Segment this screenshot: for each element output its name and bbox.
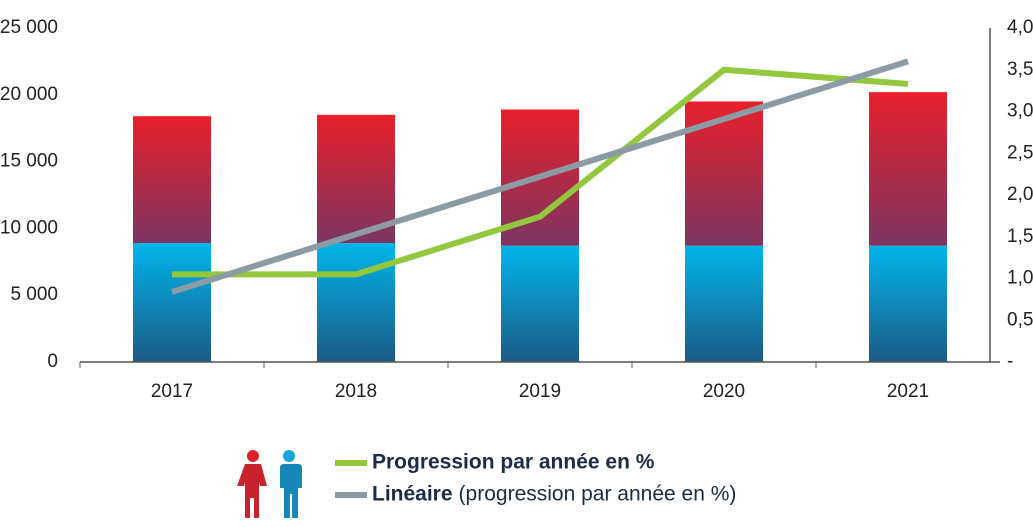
y2-tick-label: 2,5 (1007, 142, 1033, 163)
bar (685, 101, 763, 246)
y2-tick-label: - (1007, 351, 1013, 372)
y2-tick-label: 3,5 (1007, 59, 1033, 80)
y-tick-label: 5 000 (10, 284, 58, 305)
bar (869, 92, 947, 246)
bar (133, 116, 211, 244)
y-tick-label: 10 000 (0, 217, 58, 238)
line (172, 66, 909, 278)
legend-swatch (335, 460, 367, 466)
bar (869, 245, 947, 362)
y-tick-label: 20 000 (0, 84, 58, 105)
x-tick-label: 2019 (519, 381, 561, 402)
legend-label: Progression par année en % (372, 451, 655, 474)
y-tick-label: 15 000 (0, 151, 58, 172)
legend-icons (237, 450, 302, 518)
y2-tick-label: 3,0 (1007, 101, 1033, 122)
y2-tick-label: 1,0 (1007, 268, 1033, 289)
legend-label: Linéaire (372, 483, 453, 506)
y2-tick-label: 2,0 (1007, 184, 1033, 205)
y-tick-label: 25 000 (0, 17, 58, 38)
bar (317, 114, 395, 244)
line (171, 58, 909, 295)
bar (317, 243, 395, 362)
y-tick-label: 0 (47, 351, 58, 372)
legend-detail: (progression par année en %) (459, 483, 737, 506)
x-tick-label: 2021 (887, 381, 929, 402)
y2-tick-label: 4,0 (1007, 17, 1033, 38)
x-tick-label: 2020 (703, 381, 745, 402)
y2-tick-label: 1,5 (1007, 226, 1033, 247)
bar (685, 245, 763, 362)
x-tick-label: 2017 (151, 381, 193, 402)
x-tick-label: 2018 (335, 381, 377, 402)
bar (501, 245, 579, 362)
legend-swatch (335, 492, 367, 498)
bar (133, 243, 211, 362)
y2-tick-label: 0,5 (1007, 309, 1033, 330)
